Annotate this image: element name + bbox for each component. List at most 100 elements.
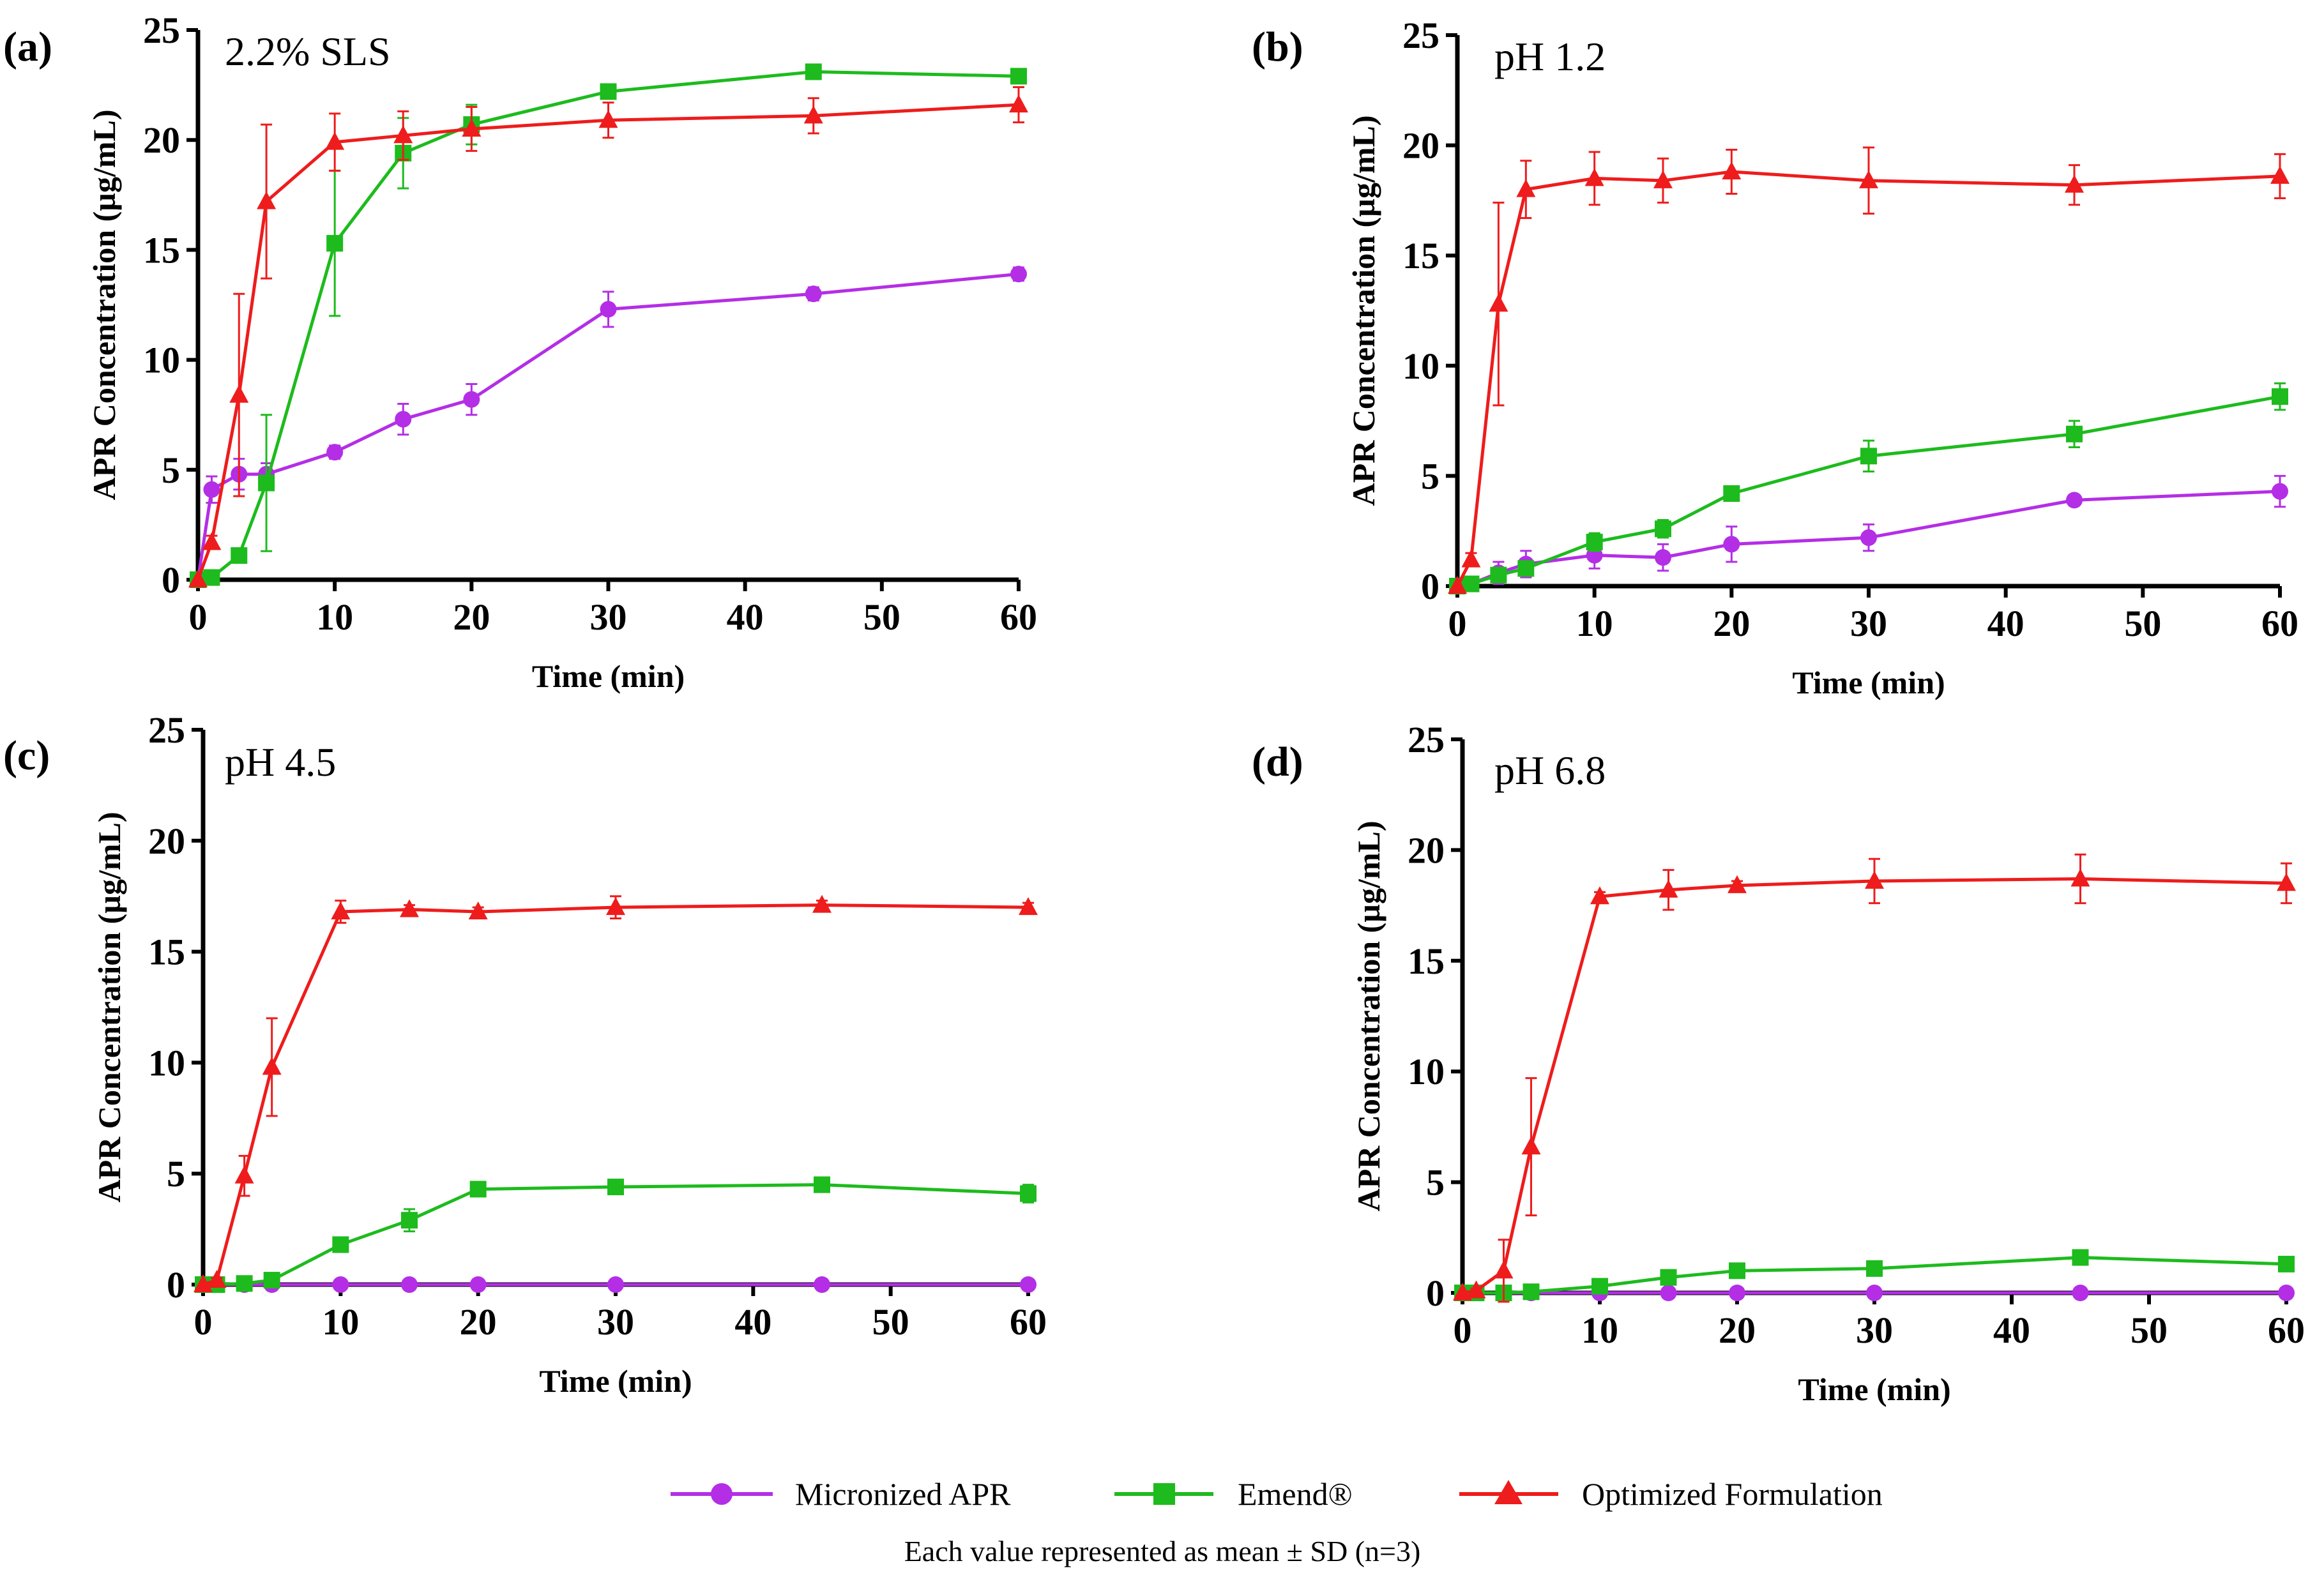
data-point — [1728, 875, 1747, 893]
panel-d-series-optimized-formulation — [1453, 853, 2296, 1303]
panel-a: (a) 2.2% SLS 0 5 10 15 20 25 0 10 20 30 40 50 60 Time (… — [3, 10, 1037, 694]
legend-label-emend: Emend® — [1238, 1476, 1353, 1512]
panel-a-y-tick-label: 10 — [143, 340, 180, 381]
data-point — [203, 569, 220, 586]
data-point — [1523, 1283, 1540, 1301]
panel-a-title: 2.2% SLS — [225, 29, 391, 74]
series-line — [1455, 170, 2281, 587]
data-point — [2277, 873, 2296, 891]
data-point — [203, 481, 220, 498]
panel-c-y-axis-title: APR Concentration (µg/mL) — [91, 811, 127, 1202]
panel-a-series-optimized-formulation — [188, 86, 1028, 587]
panel-a-x-tick-label: 30 — [590, 596, 627, 638]
data-point — [400, 899, 419, 917]
panel-b-letter: (b) — [1252, 24, 1303, 70]
legend-item-micronized-apr: Micronized APR — [671, 1476, 1011, 1512]
panel-b-x-tick-label: 10 — [1576, 603, 1613, 644]
data-point — [2066, 492, 2083, 509]
data-point — [1020, 1185, 1037, 1202]
data-point — [263, 1272, 280, 1289]
data-point — [1723, 536, 1740, 553]
data-point — [1729, 1285, 1745, 1301]
series-line — [202, 903, 1029, 1286]
data-point — [1584, 168, 1604, 186]
data-point — [1461, 549, 1481, 568]
panel-c-x-tick-label: 10 — [322, 1301, 359, 1343]
data-point — [262, 1057, 282, 1075]
data-point — [1462, 575, 1480, 592]
panel-b: (b) pH 1.2 0 5 10 15 20 25 0 10 20 30 40 50 60 Time (mi… — [1252, 15, 2298, 700]
data-point — [1448, 576, 1467, 594]
panel-b-y-tick-label: 25 — [1402, 15, 1439, 56]
panel-b-x-tick-label: 40 — [1987, 603, 2024, 644]
panel-b-x-axis-title: Time (min) — [1792, 665, 1945, 700]
data-point — [1494, 1260, 1514, 1279]
panel-d-y-tick-label: 10 — [1408, 1051, 1445, 1092]
data-point — [1866, 1285, 1883, 1301]
data-point — [257, 191, 277, 209]
panel-a-y-tick-label: 0 — [162, 559, 180, 601]
data-point — [2072, 1249, 2089, 1266]
data-point — [1010, 68, 1027, 85]
data-point — [236, 1275, 253, 1292]
data-point — [1860, 529, 1877, 547]
data-point — [1009, 94, 1028, 113]
series-line — [196, 272, 1019, 580]
legend-item-emend: Emend® — [1114, 1476, 1353, 1512]
data-point — [600, 301, 617, 318]
data-point — [1729, 1262, 1745, 1279]
data-point — [1859, 170, 1878, 188]
data-point — [332, 1236, 349, 1253]
data-point — [805, 63, 822, 80]
data-point — [814, 1176, 830, 1193]
data-point — [607, 1276, 624, 1293]
panel-b-x-tick-label: 0 — [1448, 603, 1467, 644]
data-point — [1660, 1269, 1677, 1286]
panel-d-y-tick-label: 20 — [1408, 829, 1445, 871]
panel-c-x-axis-title: Time (min) — [539, 1363, 692, 1399]
data-point — [207, 1270, 227, 1288]
panel-d-y-tick-label: 25 — [1408, 719, 1445, 760]
data-point — [2072, 1285, 2089, 1301]
series-line — [197, 70, 1019, 582]
panel-a-x-axis-title: Time (min) — [532, 658, 685, 694]
panel-a-letter: (a) — [3, 24, 52, 70]
data-point — [188, 570, 208, 587]
data-point — [607, 1179, 624, 1196]
panel-b-x-tick-label: 60 — [2261, 603, 2298, 644]
data-point — [1860, 448, 1877, 465]
data-point — [326, 235, 344, 252]
data-point — [229, 384, 249, 403]
data-point — [1590, 886, 1609, 905]
data-point — [1521, 1136, 1541, 1155]
data-point — [202, 532, 222, 550]
panel-a-y-tick-label: 20 — [143, 119, 180, 161]
legend-label-micronized-apr: Micronized APR — [795, 1476, 1011, 1512]
data-point — [469, 1181, 487, 1198]
data-point — [325, 132, 345, 150]
data-point — [331, 902, 351, 920]
legend-label-optimized-formulation: Optimized Formulation — [1582, 1476, 1883, 1512]
panel-c-y-tick-label: 10 — [148, 1042, 185, 1083]
data-point — [812, 894, 832, 913]
panel-a-y-tick-label: 25 — [143, 10, 180, 51]
data-point — [1659, 879, 1678, 898]
panel-c-x-tick-label: 0 — [194, 1301, 213, 1343]
data-point — [1489, 294, 1508, 312]
panel-c-y-tick-label: 25 — [148, 709, 185, 751]
data-point — [1655, 549, 1671, 566]
data-point — [805, 285, 822, 303]
data-point — [2278, 1285, 2295, 1301]
panel-b-y-tick-label: 15 — [1402, 235, 1439, 276]
panel-a-y-tick-label: 15 — [143, 229, 180, 271]
data-point — [468, 902, 488, 920]
panel-d-letter: (d) — [1252, 739, 1303, 785]
data-point — [395, 411, 412, 428]
legend-marker-micronized-apr — [711, 1483, 733, 1505]
data-point — [234, 1165, 254, 1184]
series-line — [1457, 395, 2281, 588]
panel-c-y-tick-label: 5 — [167, 1153, 185, 1195]
panel-b-title: pH 1.2 — [1494, 34, 1606, 79]
legend-marker-optimized-formulation — [1494, 1480, 1523, 1504]
